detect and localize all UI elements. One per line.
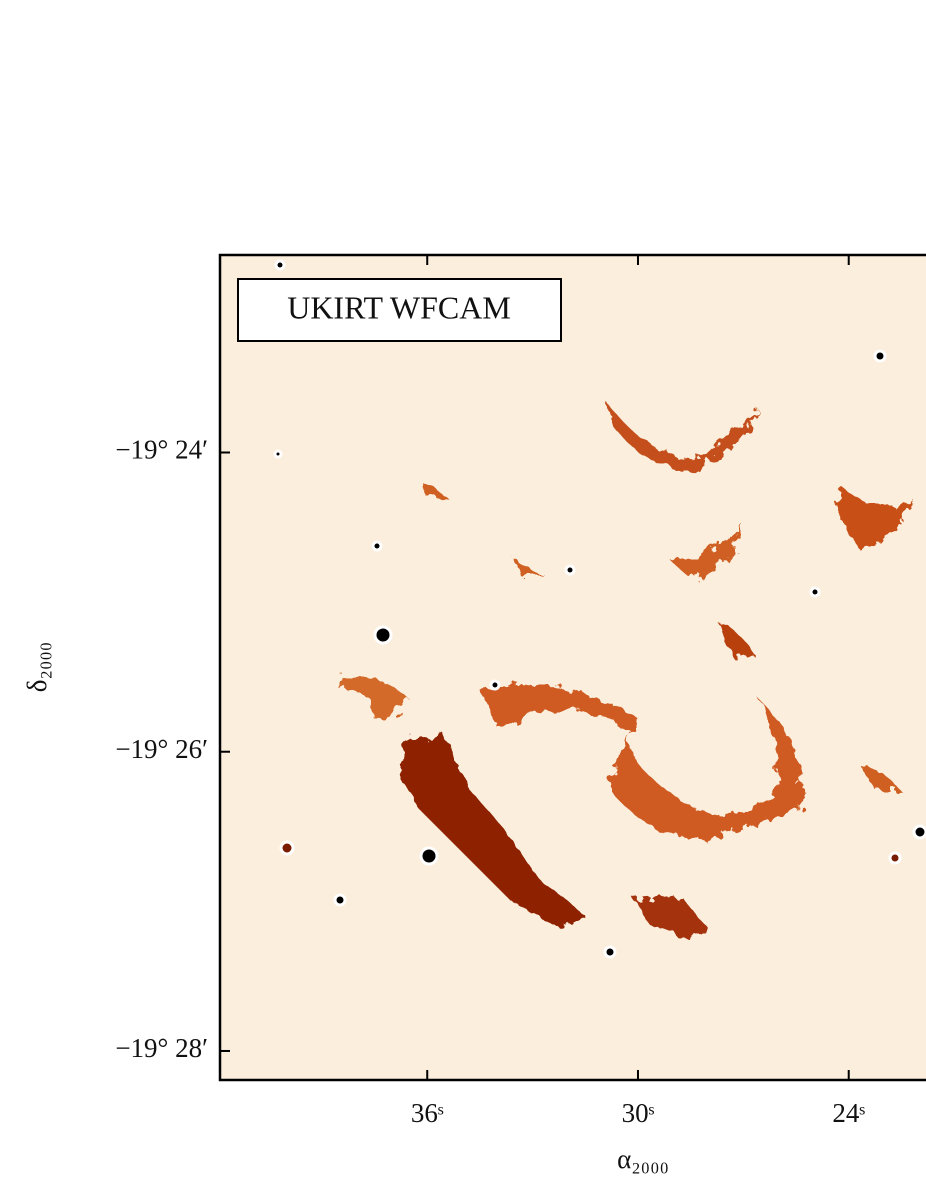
star [373,625,393,645]
star [274,259,286,271]
filament [715,620,755,660]
x-tick-label: 36ˢ [411,1098,444,1128]
y-axis-label: δ₂₀₀₀ [22,642,52,692]
filament [635,895,705,940]
x-tick-label: 30ˢ [622,1098,655,1128]
x-tick-label: 24ˢ [832,1098,865,1128]
filament [605,400,760,470]
star [419,846,439,866]
stars [273,259,926,959]
star [809,586,821,598]
x-axis-label: α₂₀₀₀ [617,1144,669,1174]
y-tick-label: −19° 28′ [115,1033,208,1063]
sky-image [220,255,926,1080]
star [888,851,902,865]
star [273,449,283,459]
filament [400,735,585,928]
star [333,893,347,907]
filament [670,525,745,578]
y-tick-label: −19° 24′ [115,435,208,465]
nebula [340,400,915,940]
star [564,564,576,576]
star [873,349,887,363]
image-background [220,255,926,1080]
axes-frame [218,253,926,1082]
annotation-box [237,278,562,342]
star [371,540,383,552]
y-tick-label: −19° 26′ [115,734,208,764]
filament [340,677,410,716]
star [489,679,501,691]
annotation: UKIRT WFCAM [287,289,511,325]
star [279,840,295,856]
star [912,824,926,840]
filament [839,485,915,550]
filament [480,684,802,840]
star [603,945,617,959]
